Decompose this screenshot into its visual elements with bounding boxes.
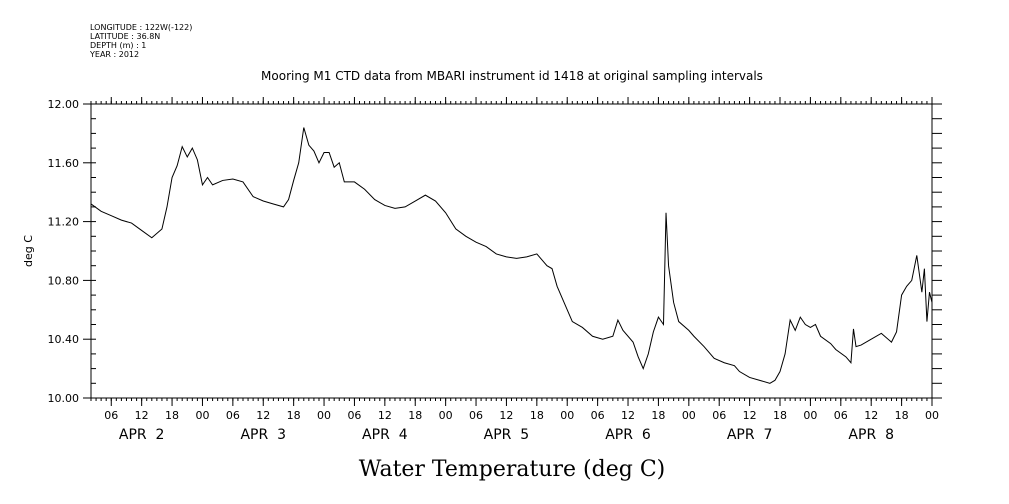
meta-longitude: LONGITUDE : 122W(-122) (90, 23, 192, 32)
x-tick-label: 06 (591, 409, 605, 422)
x-tick-label: 06 (469, 409, 483, 422)
day-label: APR 4 (362, 427, 408, 443)
plot-frame (90, 103, 933, 399)
x-tick-label: 18 (287, 409, 301, 422)
x-tick-label: 12 (135, 409, 149, 422)
chart-title: Mooring M1 CTD data from MBARI instrumen… (261, 69, 763, 83)
x-tick-label: 18 (773, 409, 787, 422)
day-label: APR 2 (119, 427, 165, 443)
meta-latitude: LATITUDE : 36.8N (90, 32, 160, 41)
y-tick-label: 10.00 (48, 392, 80, 405)
x-tick-label: 12 (256, 409, 270, 422)
x-tick-label: 18 (530, 409, 544, 422)
day-label: APR 7 (727, 427, 773, 443)
x-axis-title: Water Temperature (deg C) (359, 457, 666, 482)
x-tick-label: 00 (439, 409, 453, 422)
x-tick-label: 06 (712, 409, 726, 422)
day-label: APR 6 (605, 427, 651, 443)
y-axis: 10.00 10.40 10.80 11.20 11.60 12.00 (48, 98, 91, 405)
y-tick-label: 11.60 (48, 157, 80, 170)
day-label: APR 3 (240, 427, 286, 443)
day-label: APR 5 (484, 427, 530, 443)
y-tick-label: 12.00 (48, 98, 80, 111)
x-tick-label: 00 (560, 409, 574, 422)
x-tick-label: 18 (895, 409, 909, 422)
x-tick-label: 06 (104, 409, 118, 422)
day-label: APR 8 (848, 427, 894, 443)
x-tick-label: 12 (621, 409, 635, 422)
x-tick-label: 00 (682, 409, 696, 422)
x-tick-label: 18 (165, 409, 179, 422)
series-line (90, 127, 933, 384)
x-tick-label: 18 (651, 409, 665, 422)
x-tick-label: 18 (408, 409, 422, 422)
x-tick-label: 06 (834, 409, 848, 422)
y-tick-label: 11.20 (48, 216, 80, 229)
x-tick-label: 00 (803, 409, 817, 422)
x-tick-label: 00 (317, 409, 331, 422)
x-tick-label: 00 (925, 409, 939, 422)
y-tick-label: 10.40 (48, 333, 80, 346)
day-labels: APR 2 APR 3 APR 4 APR 5 APR 6 APR 7 APR 8 (119, 427, 894, 443)
x-tick-label: 12 (864, 409, 878, 422)
x-tick-label: 06 (226, 409, 240, 422)
y-tick-label: 10.80 (48, 274, 80, 287)
x-tick-label: 12 (378, 409, 392, 422)
y-axis-label: deg C (22, 235, 35, 267)
meta-year: YEAR : 2012 (89, 50, 139, 59)
x-tick-label: 12 (743, 409, 757, 422)
x-tick-label: 06 (347, 409, 361, 422)
meta-depth: DEPTH (m) : 1 (90, 41, 146, 50)
minor-ticks (90, 101, 942, 401)
x-tick-label: 00 (195, 409, 209, 422)
x-axis: 06 12 18 00 06 12 18 00 06 12 18 00 06 12 18 00 06 12 18 00… (104, 97, 939, 422)
x-tick-label: 12 (499, 409, 513, 422)
metadata-block: LONGITUDE : 122W(-122) LATITUDE : 36.8N … (89, 23, 192, 59)
